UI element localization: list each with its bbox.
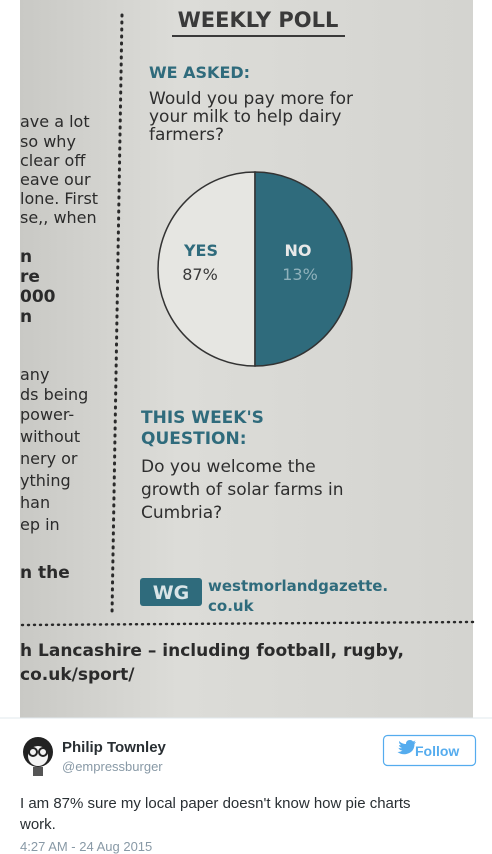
tweet-text: work. xyxy=(19,816,56,833)
next-question-line: growth of solar farms in xyxy=(141,480,344,500)
left-column: ave a lot so why clear off eave our lone… xyxy=(20,112,98,583)
next-label: THIS WEEK'S xyxy=(141,408,264,428)
photo: ave a lot so why clear off eave our lone… xyxy=(20,0,475,718)
logo: WG xyxy=(153,582,190,604)
column-text: n xyxy=(20,307,32,327)
poll: WEEKLY POLL WE ASKED: Would you pay more… xyxy=(140,8,388,615)
poll-title: WEEKLY POLL xyxy=(178,8,339,32)
column-text: clear off xyxy=(20,151,86,170)
footer-line: h Lancashire – including football, rugby… xyxy=(20,641,404,661)
column-text: ything xyxy=(20,471,71,490)
bird-icon xyxy=(396,740,416,755)
yes-value: 87% xyxy=(182,265,218,284)
column-text: re xyxy=(20,267,40,287)
column-text: ds being xyxy=(20,385,88,404)
no-label: NO xyxy=(285,241,312,260)
dotted-divider xyxy=(110,13,124,617)
column-text: so why xyxy=(20,132,76,151)
footer-line: co.uk/sport/ xyxy=(20,665,135,685)
user-name[interactable]: Philip Townley xyxy=(62,739,167,756)
follow-button[interactable]: Follow xyxy=(382,734,477,767)
column-text: se,, when xyxy=(20,208,97,227)
column-text: 000 xyxy=(20,287,56,307)
column-text: without xyxy=(20,427,80,446)
next-question-line: Cumbria? xyxy=(141,503,222,523)
column-text: ave a lot xyxy=(20,112,90,131)
asked-label: WE ASKED: xyxy=(149,63,250,82)
user-handle[interactable]: @empressburger xyxy=(62,759,163,774)
column-text: power- xyxy=(20,405,74,424)
next-label: QUESTION: xyxy=(141,429,247,449)
no-value: 13% xyxy=(282,265,318,284)
tweet: Philip Townley @empressburger Follow I a… xyxy=(0,717,492,854)
question-line: your milk to help dairy xyxy=(149,107,342,127)
column-text: eave our xyxy=(20,170,91,189)
question-line: farmers? xyxy=(149,125,224,145)
timestamp[interactable]: 4:27 AM - 24 Aug 2015 xyxy=(20,839,152,854)
logo-box xyxy=(140,578,202,606)
column-text: ep in xyxy=(20,515,60,534)
column-text: any xyxy=(20,365,49,384)
question-line: Would you pay more for xyxy=(149,89,353,109)
website: co.uk xyxy=(208,597,255,615)
column-text: han xyxy=(20,493,50,512)
column-text: n the xyxy=(20,563,70,583)
yes-slice xyxy=(157,171,256,367)
column-text: n xyxy=(20,247,32,267)
pie: YES 87% NO 13% xyxy=(157,171,353,367)
avatar[interactable] xyxy=(23,737,53,776)
yes-label: YES xyxy=(183,241,218,260)
follow-label[interactable]: Follow xyxy=(415,743,459,759)
tweet-text: I am 87% sure my local paper doesn't kno… xyxy=(20,795,411,812)
column-text: lone. First xyxy=(20,189,98,208)
column-text: nery or xyxy=(20,449,78,468)
next-question-line: Do you welcome the xyxy=(141,457,316,477)
no-slice xyxy=(254,171,353,367)
website: westmorlandgazette. xyxy=(208,577,388,595)
